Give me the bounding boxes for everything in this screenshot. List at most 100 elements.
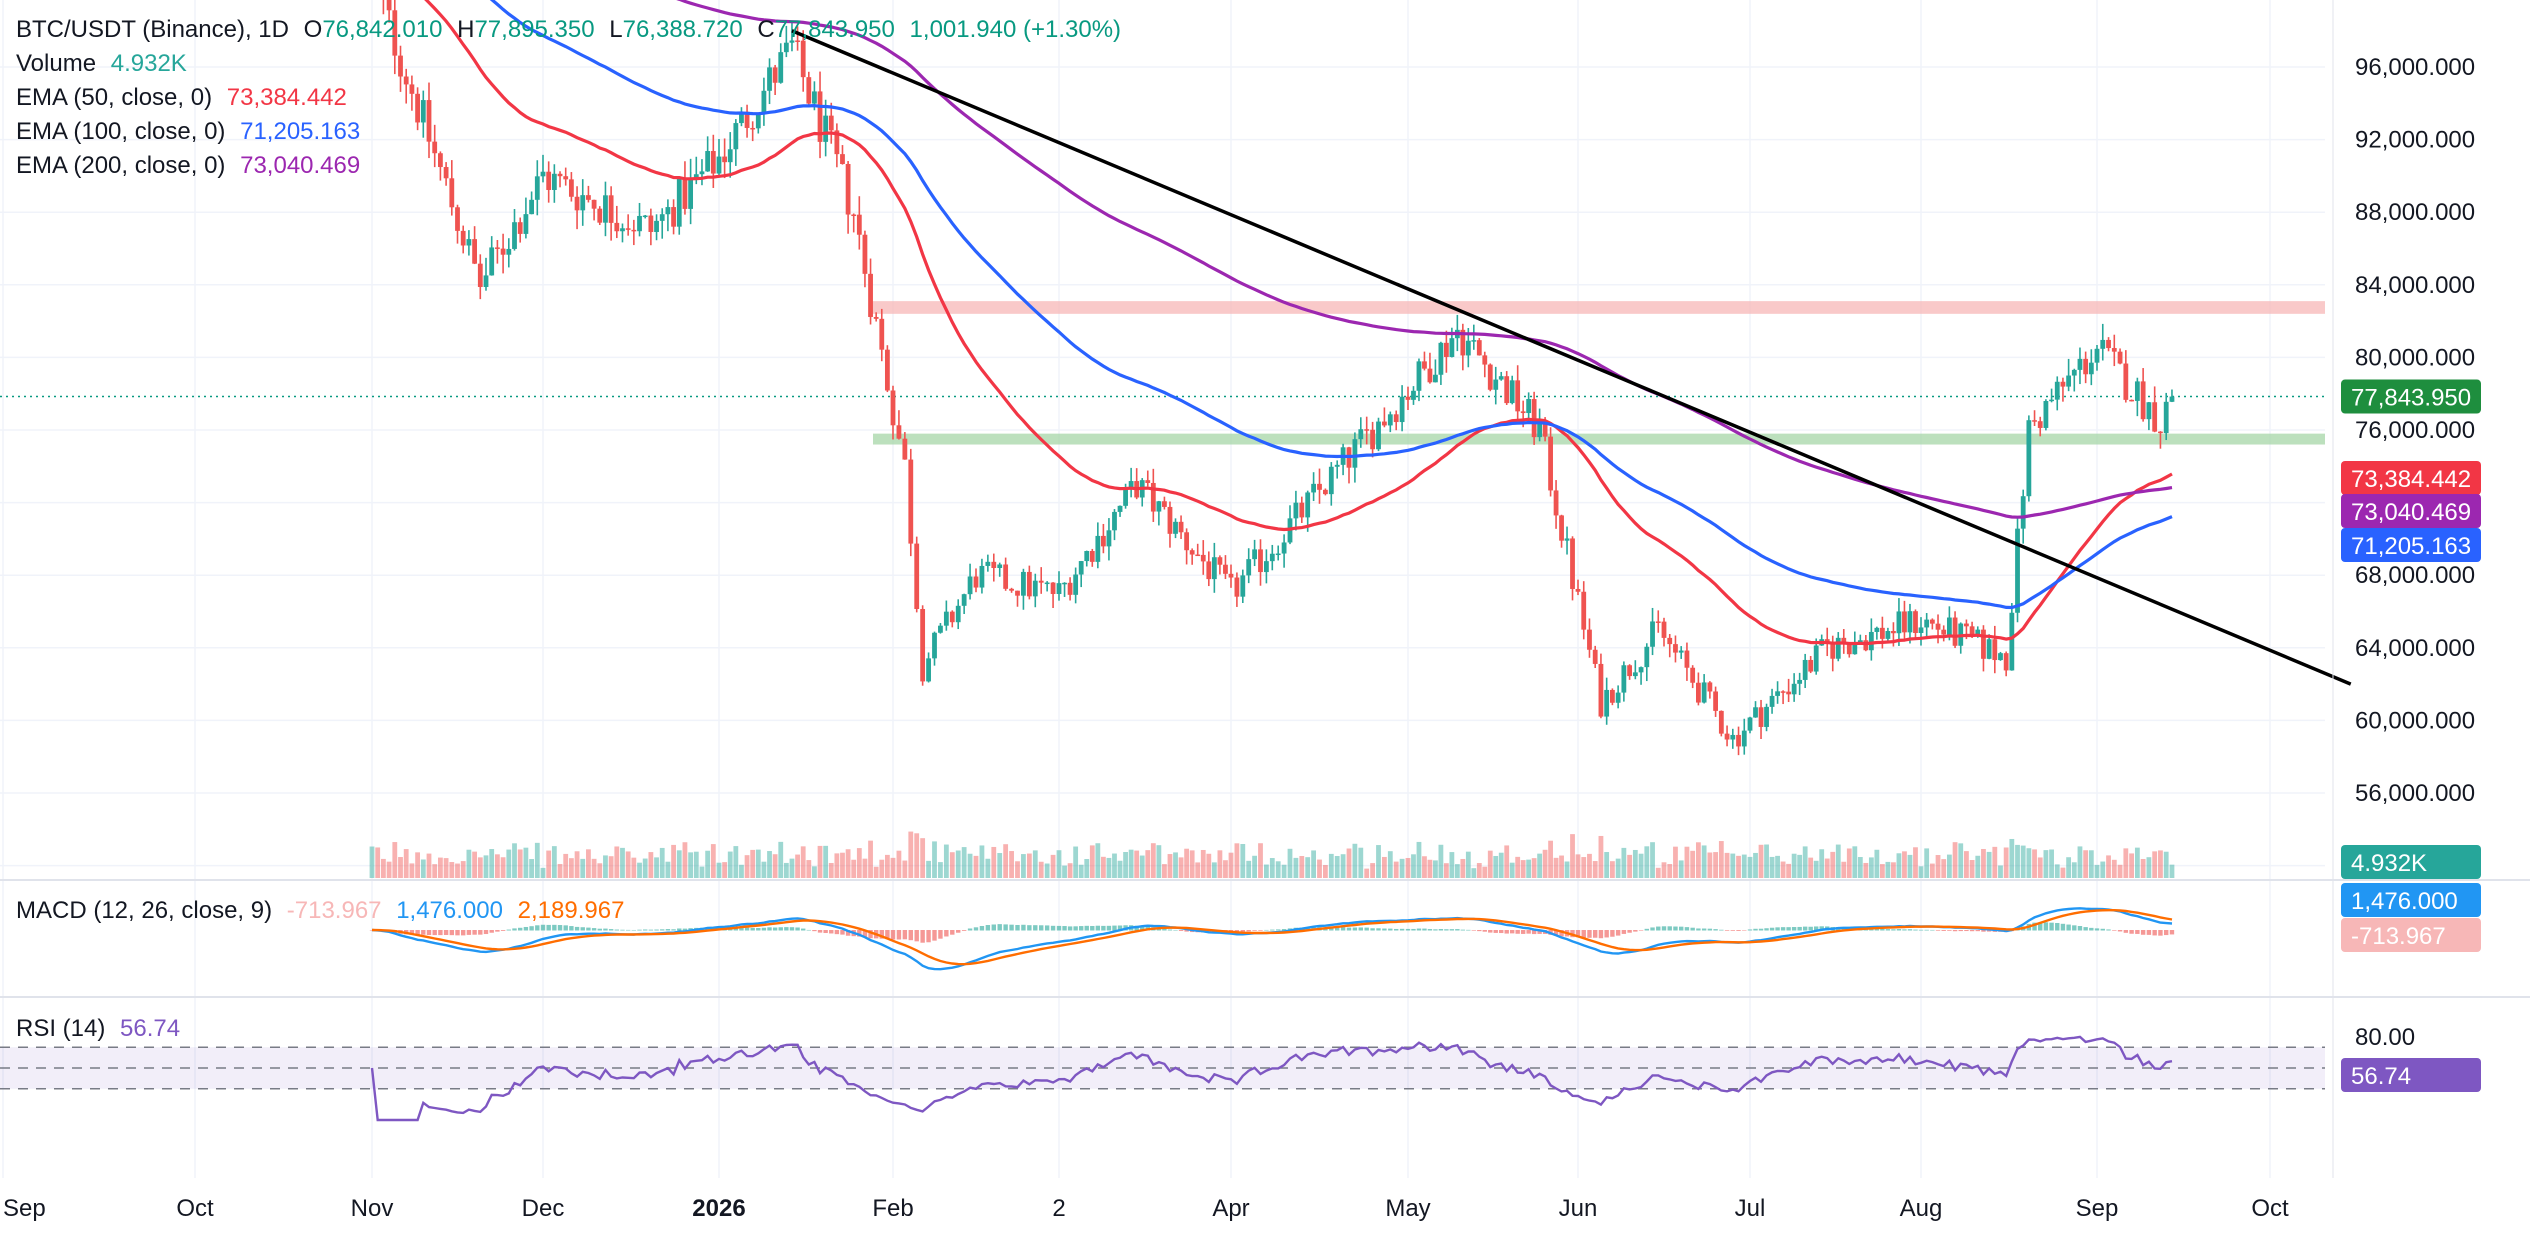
macd-hist-bar xyxy=(552,924,557,931)
macd-hist-bar xyxy=(795,927,800,931)
macd-hist-bar xyxy=(1952,930,1958,932)
candle-body xyxy=(1592,649,1598,664)
volume-bar xyxy=(1542,849,1548,878)
volume-bar xyxy=(744,855,750,878)
candle-body xyxy=(1548,436,1553,491)
macd-hist-bar xyxy=(1084,925,1089,931)
hist-badge: -713.967 xyxy=(2341,918,2481,952)
volume-bar xyxy=(1992,846,1998,878)
volume-bar xyxy=(432,864,438,878)
volume-bar xyxy=(1553,857,1559,878)
macd-hist-bar xyxy=(2066,924,2071,931)
macd-hist-bar xyxy=(557,925,563,931)
candle-body xyxy=(1701,682,1707,703)
ema50-legend[interactable]: EMA (50, close, 0) 73,384.442 xyxy=(16,84,355,112)
macd-hist-bar xyxy=(2152,930,2157,936)
macd-hist-bar xyxy=(1090,925,1095,931)
candle-body xyxy=(727,149,733,163)
macd-hist-bar xyxy=(1460,929,1466,931)
candle-body xyxy=(1902,611,1907,633)
ema50-badge-text: 73,384.442 xyxy=(2351,466,2471,493)
candle-body xyxy=(2123,363,2129,400)
macd-hist-bar xyxy=(1696,928,1701,931)
macd-hist-bar xyxy=(2158,930,2163,936)
volume-bar xyxy=(1830,851,1836,878)
candle-body xyxy=(967,576,973,595)
macd-hist-bar xyxy=(950,930,955,935)
volume-bar xyxy=(1487,850,1493,878)
macd-hist-bar xyxy=(569,926,574,931)
candle-body xyxy=(890,390,896,426)
candle-body xyxy=(1228,573,1234,578)
macd-hist-bar xyxy=(518,927,523,931)
candle-body xyxy=(1707,682,1713,692)
volume-bar xyxy=(1323,864,1328,878)
hist-badge-text: -713.967 xyxy=(2351,923,2446,950)
volume-bar xyxy=(716,862,722,878)
volume-bar xyxy=(1032,850,1038,878)
volume-bar xyxy=(1026,853,1032,878)
volume-bar xyxy=(676,850,682,878)
symbol-legend[interactable]: BTC/USDT (Binance), 1D O76,842.010 H77,8… xyxy=(16,16,1129,44)
candle-body xyxy=(1234,577,1240,597)
time-axis[interactable]: Sep Oct Nov Dec 2026 Feb 2 Apr May Jun Jul Aug Sep Oc… xyxy=(3,1195,2289,1222)
macd-hist-bar xyxy=(682,928,688,931)
macd-hist-bar xyxy=(620,929,625,931)
candle-body xyxy=(1021,571,1026,596)
candle-body xyxy=(563,176,569,180)
candle-body xyxy=(1095,535,1101,562)
ema100-legend[interactable]: EMA (100, close, 0) 71,205.163 xyxy=(16,118,368,146)
volume-bar xyxy=(856,848,862,878)
macd-hist-bar xyxy=(642,929,648,931)
volume-bar xyxy=(2158,850,2163,878)
ema200-legend[interactable]: EMA (200, close, 0) 73,040.469 xyxy=(16,152,368,180)
candle-body xyxy=(1438,342,1444,375)
volume-bar xyxy=(1964,851,1969,878)
volume-bar xyxy=(862,858,868,878)
volume-bar xyxy=(1841,861,1847,878)
macd-hist-bar xyxy=(1162,928,1167,931)
macd-hist-bar xyxy=(455,930,460,936)
candle-body xyxy=(2134,381,2140,401)
candle-body xyxy=(722,156,728,163)
candle-body xyxy=(1482,355,1488,365)
macd-hist-bar xyxy=(1964,930,1969,932)
candle-body xyxy=(938,625,943,633)
candle-body xyxy=(420,100,426,123)
candle-body xyxy=(1885,630,1891,639)
macd-hist-bar xyxy=(443,930,449,935)
macd-hist-bar xyxy=(1382,928,1387,931)
ema100-label: EMA (100, close, 0) xyxy=(16,118,226,145)
macd-hist-bar xyxy=(2123,930,2129,933)
rsi-legend[interactable]: RSI (14) 56.74 xyxy=(16,1015,188,1043)
volume-bar xyxy=(2146,857,2152,878)
macd-hist-bar xyxy=(1444,929,1449,931)
candle-body xyxy=(1696,682,1701,703)
trendline[interactable] xyxy=(791,29,2352,686)
macd-hist-bar xyxy=(868,930,873,939)
candle-body xyxy=(1044,582,1050,585)
candle-body xyxy=(1062,582,1067,585)
candle-body xyxy=(1032,580,1038,597)
candle-body xyxy=(1206,561,1212,580)
ema200-badge-bg xyxy=(2341,494,2481,528)
pane-separators[interactable] xyxy=(0,0,2530,1178)
volume-bar xyxy=(828,862,834,878)
volume-bar xyxy=(1638,853,1644,878)
price-tick-label: 56,000.000 xyxy=(2355,780,2475,807)
candle-body xyxy=(755,114,761,129)
macd-hist-bar xyxy=(1264,929,1269,931)
candle-body xyxy=(500,248,506,255)
volume-bar xyxy=(1879,864,1885,878)
volume-bar xyxy=(1106,857,1112,878)
candle-body xyxy=(862,234,868,274)
candle-body xyxy=(1747,717,1753,731)
candle-body xyxy=(1195,554,1201,557)
candle-body xyxy=(1128,481,1134,488)
macd-hist-bar xyxy=(523,926,529,931)
volume-legend[interactable]: Volume 4.932K xyxy=(16,50,195,78)
volume-bar xyxy=(1145,850,1151,878)
volume-bar xyxy=(1317,859,1322,878)
macd-legend[interactable]: MACD (12, 26, close, 9) -713.967 1,476.0… xyxy=(16,897,632,925)
